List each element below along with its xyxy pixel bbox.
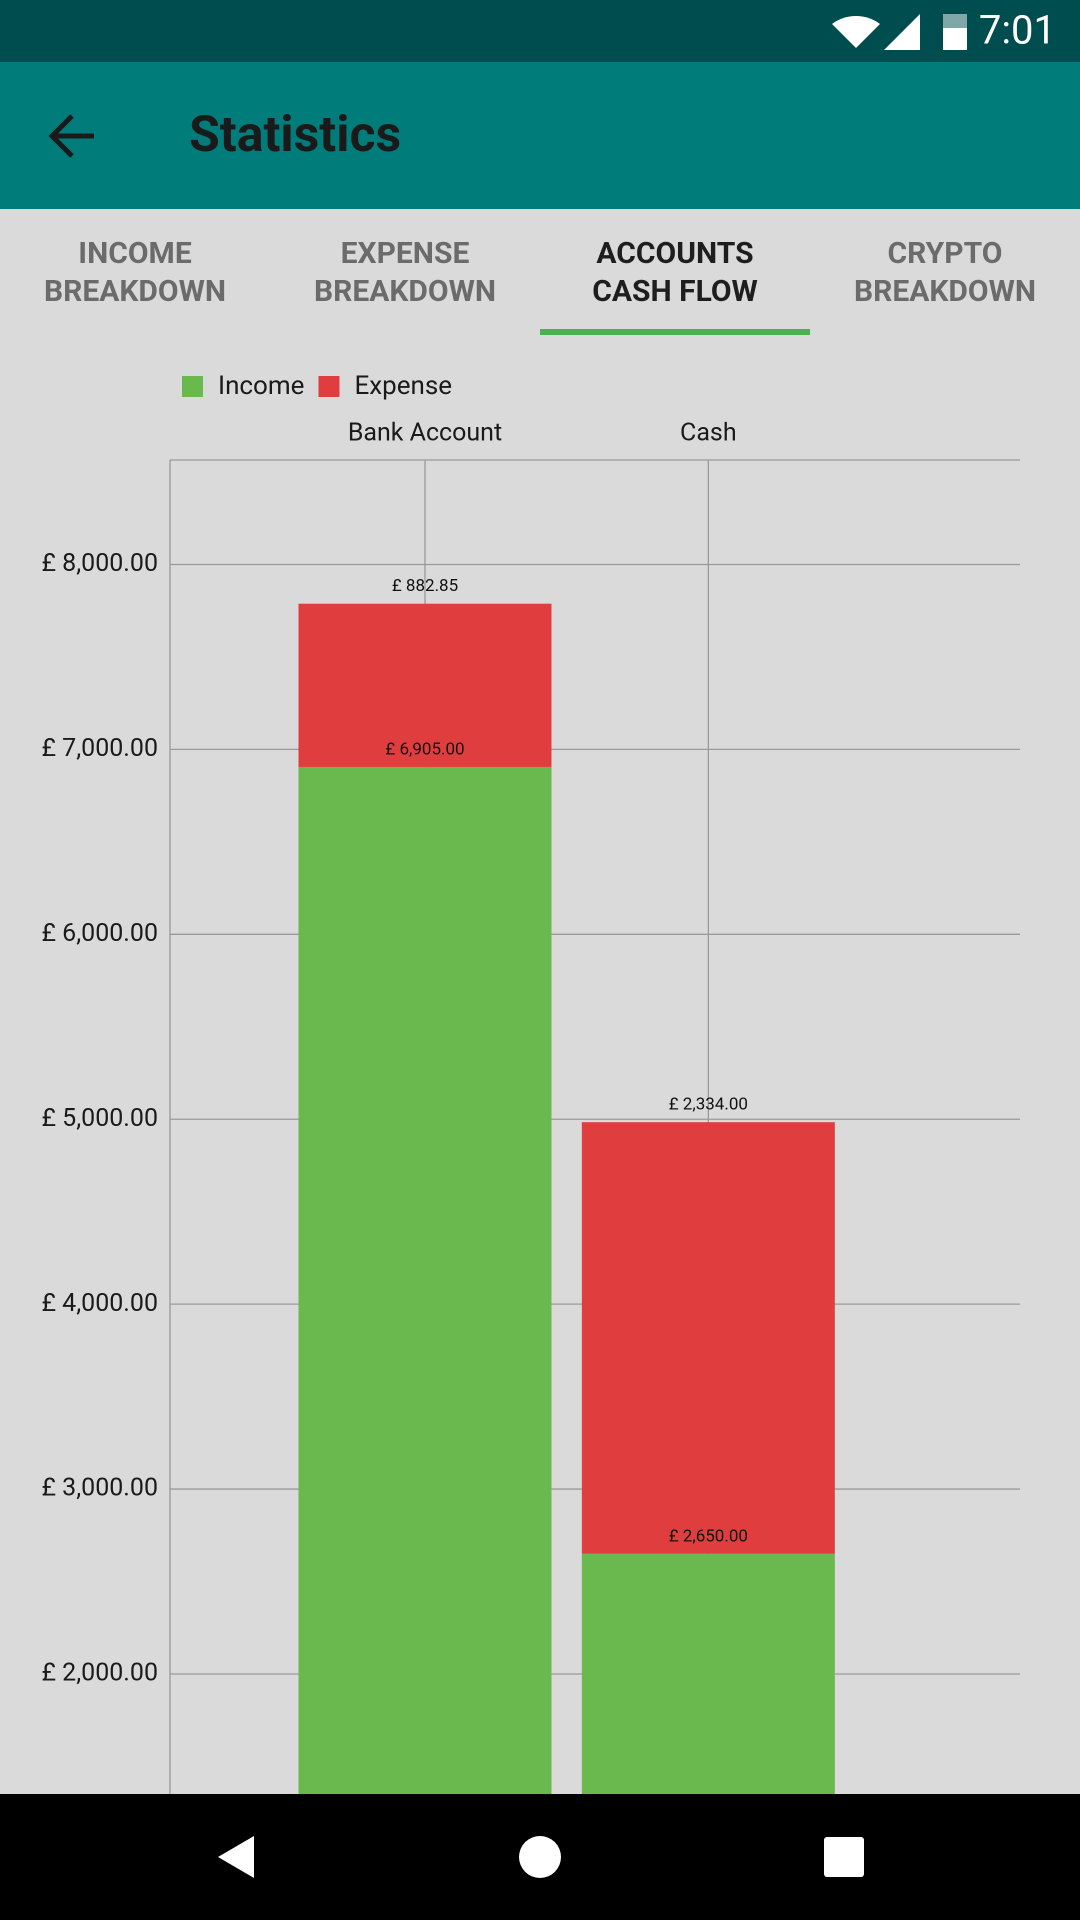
tab-label: INCOME [78,236,192,271]
chart: Income Expense £ 2,000.00 £ 3,000.00 £ 4,000… [41,371,1020,1794]
value-label: £ 882.85 [392,576,458,596]
value-label: £ 6,905.00 [385,739,464,759]
tab-label: EXPENSE [341,236,470,271]
tab-label: CASH FLOW [592,274,758,309]
signal-icon [884,14,920,50]
y-tick-label: £ 3,000.00 [41,1474,158,1503]
category-label: Bank Account [348,419,502,448]
category-label: Cash [680,419,737,448]
tab-label: BREAKDOWN [44,274,226,309]
back-button[interactable] [48,114,94,158]
y-tick-label: £ 7,000.00 [41,734,158,763]
bar-segment [298,603,552,767]
bar-segment [581,1553,835,1794]
battery-level [943,28,967,50]
legend-label: Expense [354,371,452,401]
tab-label: CRYPTO [888,236,1003,271]
value-label: £ 2,650.00 [669,1526,748,1546]
nav-recents[interactable] [824,1837,864,1877]
tab-label: BREAKDOWN [854,274,1036,309]
tab-label: ACCOUNTS [596,236,753,271]
y-tick-label: £ 5,000.00 [41,1104,158,1133]
status-bar [0,0,1080,62]
y-tick-label: £ 6,000.00 [41,919,158,948]
wifi-icon [832,16,880,48]
app-title: Statistics [189,106,401,164]
tab-indicator [540,329,810,335]
app-bar [0,62,1080,209]
tab-label: BREAKDOWN [314,274,496,309]
bar-segment [298,766,552,1794]
bar-segment [581,1122,835,1554]
legend-label: Income [218,371,304,401]
y-tick-label: £ 4,000.00 [41,1289,158,1318]
value-label: £ 2,334.00 [669,1095,748,1115]
tab-bar: INCOMEBREAKDOWNEXPENSEBREAKDOWNACCOUNTSC… [44,236,1036,335]
y-tick-label: £ 8,000.00 [41,549,158,578]
nav-back[interactable] [218,1836,254,1878]
nav-home[interactable] [519,1836,561,1878]
status-time: 7:01 [979,7,1056,54]
bars [298,603,835,1794]
legend-swatch [318,376,340,397]
legend-swatch [182,376,203,397]
y-tick-label: £ 2,000.00 [41,1659,158,1688]
